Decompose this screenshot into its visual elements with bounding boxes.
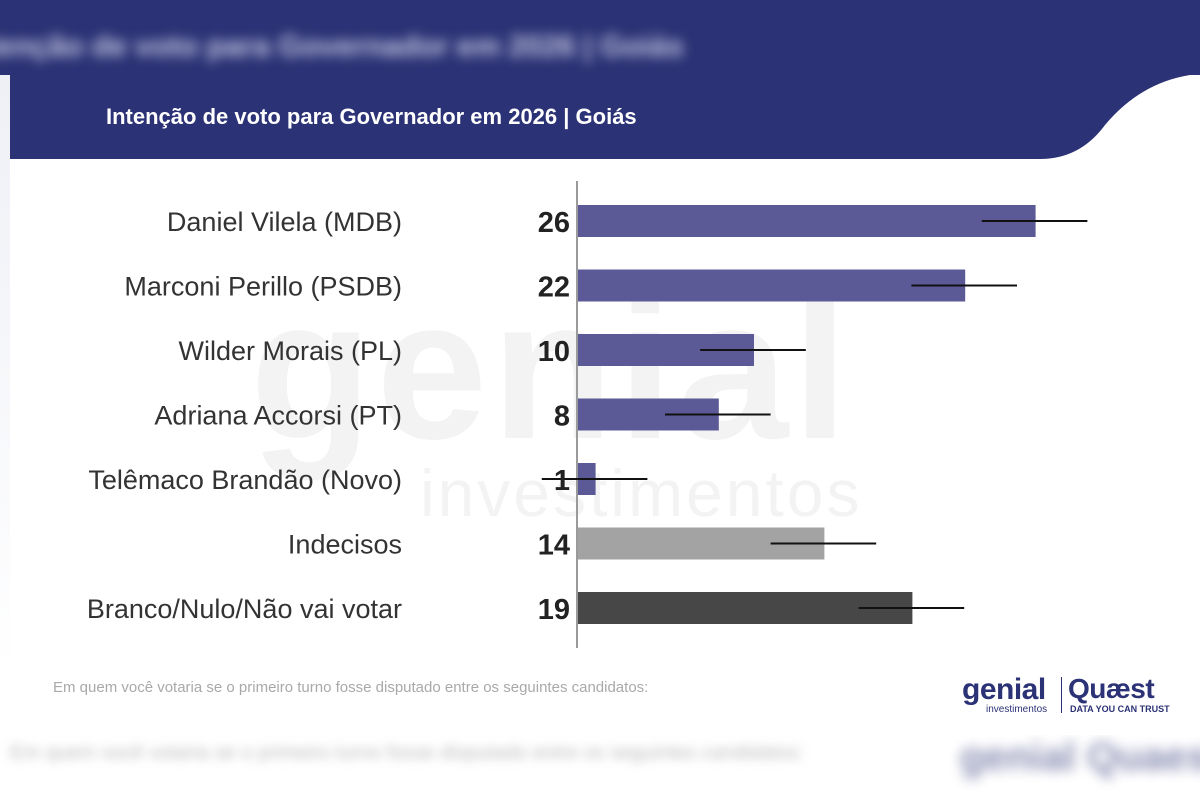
- quaest-logo-text: Quæst: [1068, 673, 1155, 704]
- value-label-6: 19: [538, 594, 570, 626]
- background-note-blurred: Em quem você votaria se o primeiro turno…: [10, 742, 804, 764]
- background-logo-blurred: genial Quaest: [960, 735, 1200, 779]
- category-label-0: Daniel Vilela (MDB): [167, 207, 402, 237]
- quaest-logo-tagline: DATA YOU CAN TRUST: [1070, 704, 1170, 714]
- question-footnote: Em quem você votaria se o primeiro turno…: [53, 679, 649, 696]
- value-label-2: 10: [538, 336, 570, 368]
- bar-6: [578, 592, 913, 624]
- bar-0: [578, 205, 1036, 237]
- category-label-1: Marconi Perillo (PSDB): [124, 272, 402, 302]
- genial-logo-text: genial: [962, 673, 1046, 706]
- category-label-3: Adriana Accorsi (PT): [154, 401, 402, 431]
- quaest-logo: Quæst DATA YOU CAN TRUST: [1068, 673, 1178, 717]
- header-banner-shape: [10, 75, 1190, 159]
- chart-header: Intenção de voto para Governador em 2026…: [10, 75, 1190, 159]
- category-label-6: Branco/Nulo/Não vai votar: [87, 594, 402, 624]
- background-title-blurred: Intenção de voto para Governador em 2026…: [0, 30, 684, 63]
- genial-logo: genial investimentos: [962, 673, 1062, 717]
- value-label-0: 26: [538, 207, 570, 239]
- chart-card: Intenção de voto para Governador em 2026…: [10, 75, 1190, 735]
- category-label-5: Indecisos: [288, 530, 402, 560]
- background-banner: Intenção de voto para Governador em 2026…: [0, 0, 1200, 75]
- bar-1: [578, 269, 966, 302]
- bar-chart: Daniel Vilela (MDB) 26 Marconi Perillo (PS…: [87, 181, 1088, 648]
- value-label-4: 1: [554, 465, 570, 497]
- value-label-3: 8: [554, 401, 570, 433]
- chart-title: Intenção de voto para Governador em 2026…: [106, 104, 637, 129]
- category-label-2: Wilder Morais (PL): [178, 336, 402, 366]
- genial-logo-subtext: investimentos: [986, 704, 1048, 715]
- value-label-1: 22: [538, 272, 570, 304]
- background-left-edge: [0, 75, 10, 675]
- value-label-5: 14: [538, 530, 570, 562]
- category-label-4: Telêmaco Brandão (Novo): [88, 465, 402, 495]
- logo-divider: [1061, 677, 1062, 713]
